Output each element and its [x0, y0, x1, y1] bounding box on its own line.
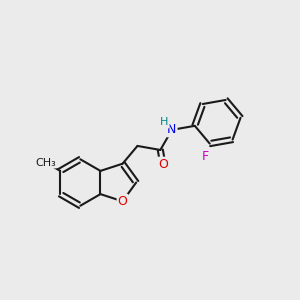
Text: O: O: [158, 158, 168, 171]
Text: H: H: [160, 118, 169, 128]
Text: F: F: [201, 150, 208, 163]
Text: CH₃: CH₃: [35, 158, 56, 167]
Text: O: O: [118, 195, 128, 208]
Text: N: N: [167, 123, 177, 136]
